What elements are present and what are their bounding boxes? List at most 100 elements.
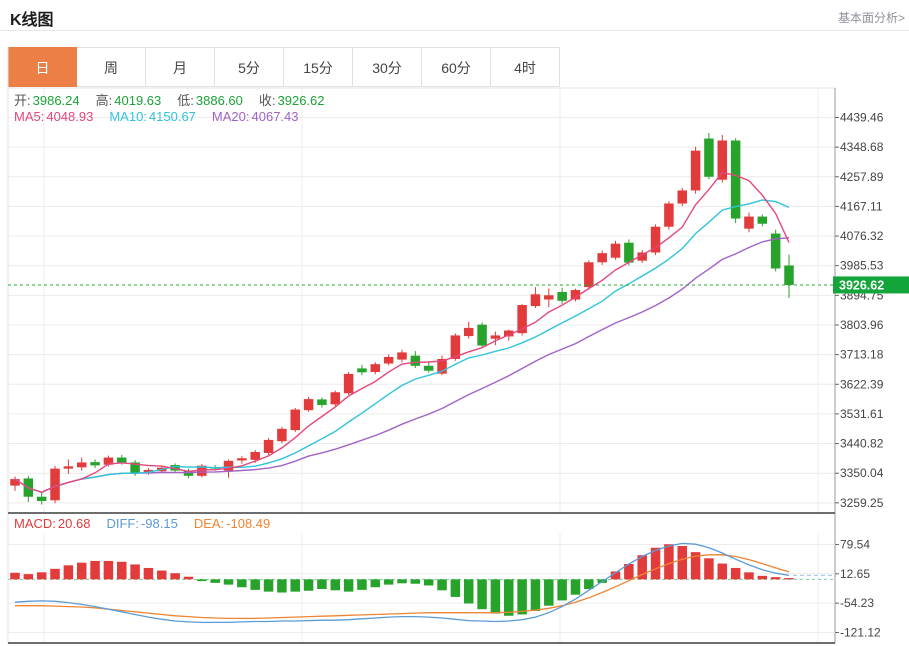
price-tick-label: 4439.46 (840, 111, 884, 125)
macd-bar-positive (730, 567, 741, 580)
main-chart: 4439.46 4348.68 4257.89 4167.11 4076.32 3985.… (7, 47, 909, 643)
price-tick-label: 3259.25 (840, 496, 884, 510)
candle-up (63, 466, 74, 469)
current-price-tag: 3926.62 (833, 276, 909, 294)
macd-legend: MACD: 20.68 DIFF: -98.15 DEA: -108.49 (14, 516, 286, 531)
macd-bar-negative (463, 579, 474, 604)
macd-chart: 79.54 12.65 -54.23 -121.12 (8, 533, 881, 644)
macd-bar-negative (530, 579, 541, 611)
candle-down (410, 355, 421, 366)
macd-bar-positive (10, 572, 20, 580)
macd-bar-negative (317, 579, 327, 590)
price-tick-label: 4348.68 (840, 140, 884, 154)
tab-period-7[interactable]: 60分 (422, 47, 491, 87)
candle-up (637, 252, 647, 261)
macd-bar-negative (544, 579, 554, 606)
candle-down (36, 496, 47, 501)
tab-period-5[interactable]: 15分 (284, 47, 353, 87)
candle-down (170, 465, 180, 471)
candle-up (197, 465, 207, 476)
tab-period-6[interactable]: 30分 (353, 47, 422, 87)
macd-bar-negative (210, 579, 220, 583)
macd-bar-positive (677, 546, 687, 580)
candle-up (343, 373, 354, 394)
candle-down (784, 265, 794, 285)
diff-line (14, 542, 790, 624)
candle-up (103, 457, 114, 465)
candle-up (664, 203, 674, 227)
candle-down (357, 368, 367, 373)
macd-bar-negative (477, 579, 487, 610)
candle-up (530, 294, 541, 307)
macd-bar-negative (504, 579, 514, 616)
macd-tick-label: 12.65 (840, 567, 870, 581)
tab-period-4[interactable]: 5分 (215, 47, 284, 87)
candle-up (450, 335, 461, 359)
macd-bar-negative (290, 579, 300, 592)
ohlc-legend: 开: 3986.24 高: 4019.63 低: 3886.60 收: 3926.62 (14, 90, 341, 109)
price-tick-label: 3440.82 (840, 437, 884, 451)
macd-bar-negative (557, 579, 567, 601)
candle-up (250, 451, 260, 460)
current-price-value: 3926.62 (839, 278, 884, 292)
candle-up (717, 140, 728, 180)
candle-up (650, 226, 661, 253)
candle-up (263, 439, 274, 453)
macd-bar-positive (624, 563, 634, 580)
macd-tick-label: -121.12 (840, 625, 881, 639)
macd-bar-positive (50, 568, 60, 580)
tab-period-1[interactable]: 日 (8, 47, 77, 87)
macd-bar-positive (744, 572, 754, 580)
macd-bar-negative (330, 579, 341, 591)
macd-bar-negative (357, 579, 367, 590)
macd-bar-positive (90, 560, 100, 580)
legend-low: 低: 3886.60 (177, 93, 243, 108)
tab-period-8[interactable]: 4时 (491, 47, 560, 87)
macd-bar-negative (263, 579, 274, 592)
candle-up (50, 468, 60, 501)
price-tick-label: 3531.61 (840, 407, 884, 421)
candle-up (690, 150, 701, 191)
candle-up (677, 190, 687, 204)
candle-up (610, 243, 621, 258)
legend-ma10: MA10: 4150.67 (109, 109, 196, 124)
macd-bar-positive (117, 561, 127, 580)
macd-bar-positive (704, 558, 714, 580)
macd-bar-negative (237, 579, 247, 588)
macd-bar-positive (170, 573, 180, 580)
candle-up (237, 458, 247, 461)
macd-tick-label: -54.23 (840, 596, 874, 610)
tab-period-2[interactable]: 周 (77, 47, 146, 87)
candle-down (624, 242, 634, 263)
legend-ma20: MA20: 4067.43 (211, 109, 299, 124)
candle-down (130, 462, 140, 473)
macd-bar-positive (183, 576, 194, 580)
price-tick-label: 3803.96 (840, 318, 884, 332)
macd-bar-positive (610, 571, 621, 580)
tab-period-3[interactable]: 月 (146, 47, 215, 87)
candle-up (744, 216, 754, 229)
macd-bar-negative (383, 579, 394, 585)
price-tick-label: 3622.39 (840, 377, 884, 391)
macd-bar-negative (410, 579, 421, 584)
macd-bar-positive (23, 574, 34, 580)
macd-bar-positive (130, 564, 140, 580)
legend-high: 高: 4019.63 (95, 93, 162, 108)
candle-up (10, 479, 20, 486)
macd-bar-negative (370, 579, 381, 588)
macd-bar-positive (784, 578, 794, 580)
candle-up (76, 462, 87, 468)
price-tick-label: 3985.53 (840, 259, 884, 273)
price-tick-label: 3713.18 (840, 348, 884, 362)
macd-bar-negative (584, 579, 594, 590)
candle-down (757, 216, 768, 224)
price-tick-label: 4257.89 (840, 170, 884, 184)
macd-bar-positive (76, 562, 87, 580)
candle-down (117, 457, 127, 463)
candle-up (223, 460, 234, 471)
ma-legend: MA5: 4048.93 MA10: 4150.67 MA20: 4067.43 (14, 109, 315, 124)
macd-bar-positive (757, 575, 768, 580)
fundamental-analysis-link[interactable]: 基本面分析> (837, 11, 905, 25)
